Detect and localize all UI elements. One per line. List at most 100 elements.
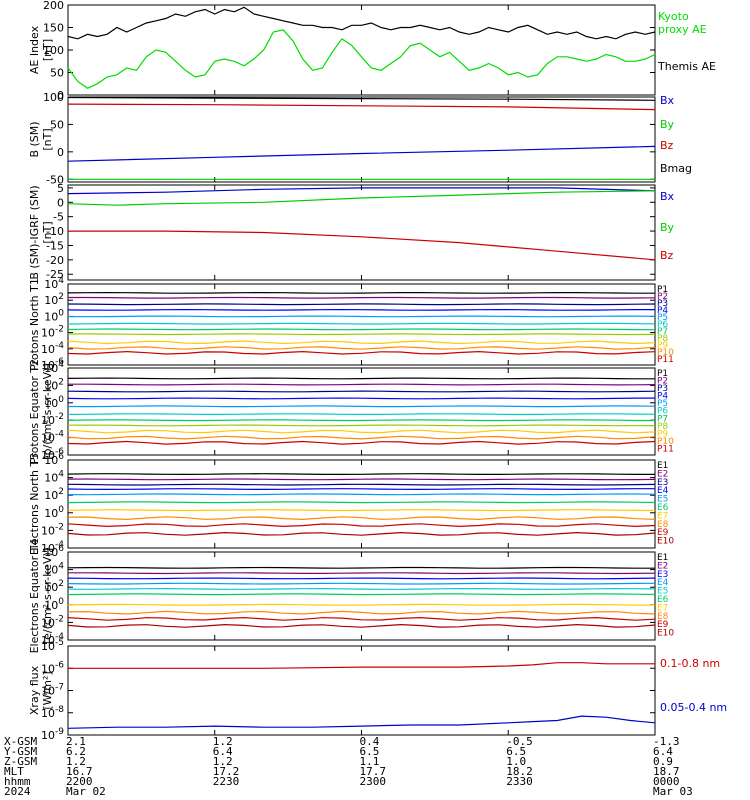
y-tick-label: 5 [57,182,64,195]
x-axis-row-label: hhmm [4,775,31,788]
legend-entry: P2 [657,377,668,387]
y-tick-label: 10-6 [41,357,64,372]
series-e_equator-e4 [67,582,656,585]
y-tick-label: 10-2 [41,614,64,629]
legend-entry: E1 [657,553,668,563]
series-ae-kyoto-proxy-ae [67,29,656,89]
series-p_north-p4 [67,308,655,311]
series-p_equator-p8 [67,424,656,427]
y-tick-label: 10-8 [41,705,64,720]
y-tick-label: 10-9 [41,727,64,742]
legend-entry: P11 [657,355,674,365]
series-e_north-e9 [67,523,656,528]
y-tick-label: 0 [57,89,64,102]
legend-entry: P10 [657,437,674,447]
x-axis-row-label: Y-GSM [4,745,37,758]
legend-entry: E7 [657,603,668,613]
series-e_north-e5 [67,493,656,496]
y-tick-label: 100 [44,395,64,410]
series-e_north-e7 [67,509,656,512]
y-tick-label: 102 [44,292,64,307]
legend-entry: E9 [657,528,669,538]
y-tick-label: 100 [44,597,64,612]
legend-entry: Bz [660,249,674,262]
y-tick-label: 10-4 [41,632,64,647]
legend-entry: P3 [657,384,668,394]
y-tick-label: -20 [46,254,64,267]
series-bigrf-bz [68,230,656,261]
series-bigrf-by [67,190,656,206]
panel-frame [67,96,656,183]
x-axis-value: 6.4 [213,745,233,758]
y-tick-label: 50 [50,118,64,131]
y-tick-label: 10-4 [41,430,64,445]
legend-entry: By [660,118,675,131]
y-tick-label: -5 [53,211,64,224]
y-axis-units: [nT] [41,128,54,150]
legend-bsm: Bx By Bz Bmag [660,94,692,175]
y-axis-units: [nT] [41,221,54,243]
legend-entry: E6 [657,595,669,605]
x-axis-value: 0.4 [360,735,380,748]
panel-frame [67,184,656,281]
x-axis-row-label: 2024 [4,785,31,798]
series-p_north-p1 [67,291,655,294]
series-e_equator-e7 [67,603,655,606]
y-tick-label: 0 [57,196,64,209]
series-ae-themis-ae [67,6,656,40]
y-axis-label: B (SM) [28,121,41,157]
y-axis-label: Electrons North T3 [28,453,41,555]
x-axis-value: -0.5 [506,735,533,748]
y-axis-label: Protons North T1 [28,278,41,371]
legend-entry: E5 [657,495,668,505]
series-p_north-p10 [67,346,656,350]
legend-entry: Bmag [660,162,692,175]
x-axis-value: 17.7 [360,765,387,778]
legend-entry: E4 [657,578,669,588]
series-p_north-p5 [67,315,656,318]
x-axis-value: 16.7 [66,765,93,778]
y-tick-label: 10-4 [41,540,64,555]
y-tick-label: -15 [46,239,64,252]
x-axis-value: 6.4 [653,745,673,758]
legend-entry: E9 [657,620,669,630]
legend-entry: P5 [657,313,668,323]
legend-entry: Themis AE [657,60,716,73]
series-p_equator-p1 [67,377,655,380]
series-p_north-p6 [67,322,656,325]
legend-xray: 0.1-0.8 nm 0.05-0.4 nm [660,657,727,714]
series-e_north-e8 [67,516,656,521]
x-axis-value: 2330 [506,775,533,788]
y-tick-label: 100 [43,91,64,104]
legend-entry: Bz [660,139,674,152]
x-axis-value: 18.2 [506,765,533,778]
series-p_equator-p3 [67,390,656,393]
legend-entry: P3 [657,299,668,309]
series-p_equator-p6 [67,413,656,416]
x-axis-value: Mar 03 [653,785,693,798]
legend-entry: P6 [657,320,668,330]
y-tick-label: 10-2 [41,522,64,537]
y-tick-label: 10-5 [41,638,64,653]
legend-entry: P11 [657,444,674,454]
legend-entry: 0.05-0.4 nm [660,701,727,714]
series-p_equator-p2 [68,383,656,386]
x-axis-row-label: X-GSM [4,735,37,748]
y-tick-label: 100 [44,308,64,323]
series-p_equator-p7 [67,419,655,422]
legend-entry: P2 [657,292,668,302]
legend-entry: proxy AE [658,23,707,36]
series-bsm-bmag [67,96,656,101]
y-tick-label: 150 [43,22,64,35]
y-axis-label: Protons Equator T2 [28,359,41,464]
y-axis-label: Electrons Equator T4 [28,539,41,654]
